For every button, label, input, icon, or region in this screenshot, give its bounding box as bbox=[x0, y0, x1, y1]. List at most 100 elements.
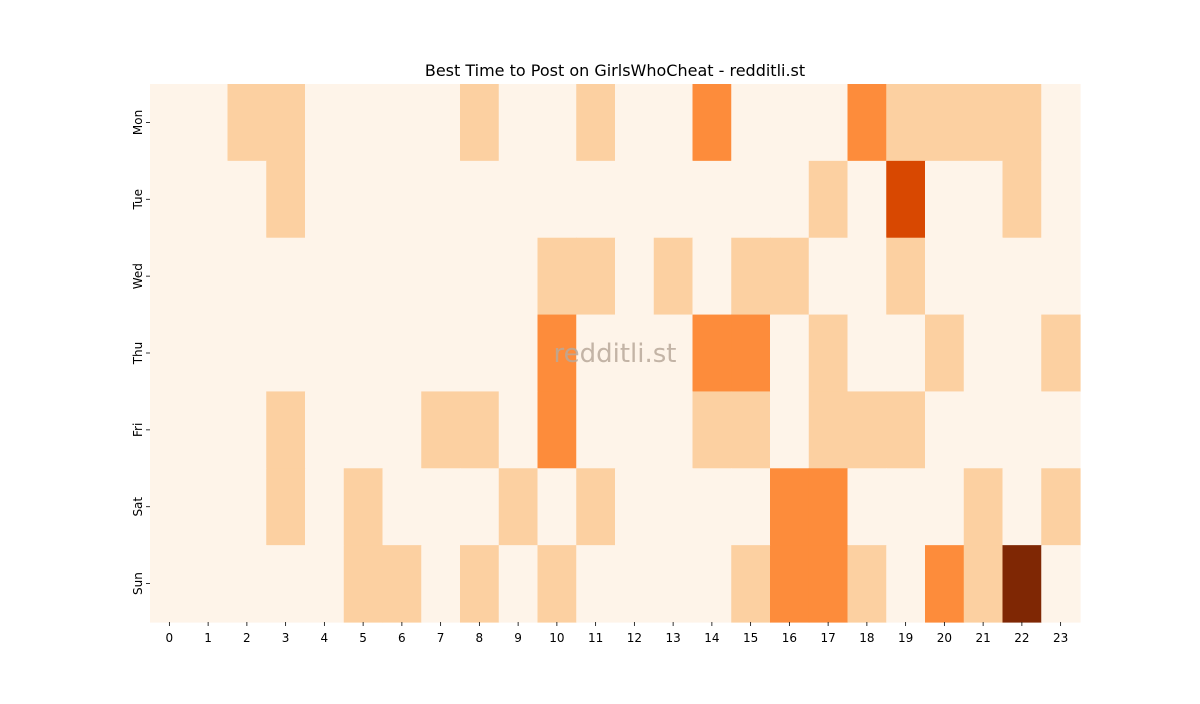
heatmap-cell-tue-7 bbox=[421, 160, 461, 239]
x-tick-label: 3 bbox=[282, 631, 290, 645]
y-tick-label: Sat bbox=[131, 497, 145, 517]
heatmap-cell-sun-1 bbox=[188, 545, 229, 623]
heatmap-cell-sat-17 bbox=[808, 468, 849, 546]
heatmap-cell-sat-1 bbox=[188, 468, 229, 546]
heatmap-cell-wed-23 bbox=[1041, 237, 1081, 316]
x-tick-label: 10 bbox=[549, 631, 564, 645]
heatmap-cell-tue-13 bbox=[653, 160, 694, 239]
heatmap-cell-mon-18 bbox=[847, 84, 887, 162]
heatmap-cell-wed-1 bbox=[188, 237, 229, 316]
y-axis: Mon Tue Wed Thu Fri Sat Sun bbox=[131, 110, 150, 595]
heatmap-cell-tue-3 bbox=[266, 160, 306, 239]
heatmap-cell-thu-17 bbox=[808, 314, 849, 393]
heatmap-cell-thu-9 bbox=[498, 314, 539, 393]
heatmap-cell-sat-15 bbox=[731, 468, 771, 546]
heatmap-cell-fri-20 bbox=[925, 391, 965, 469]
heatmap-cell-sun-20 bbox=[925, 545, 965, 623]
heatmap-cell-mon-0 bbox=[150, 84, 190, 162]
heatmap-cell-sun-15 bbox=[731, 545, 771, 623]
heatmap-cell-mon-6 bbox=[382, 84, 422, 162]
heatmap-cell-mon-12 bbox=[615, 84, 655, 162]
heatmap-cell-tue-12 bbox=[615, 160, 655, 239]
heatmap-cell-tue-14 bbox=[692, 160, 732, 239]
heatmap-cell-tue-9 bbox=[498, 160, 539, 239]
heatmap-cell-fri-10 bbox=[537, 391, 577, 469]
heatmap-cell-thu-18 bbox=[847, 314, 887, 393]
heatmap-cell-tue-23 bbox=[1041, 160, 1081, 239]
heatmap-cell-wed-11 bbox=[576, 237, 616, 316]
heatmap-cell-sun-17 bbox=[808, 545, 849, 623]
y-tick-label: Thu bbox=[131, 342, 145, 366]
heatmap-cell-mon-1 bbox=[188, 84, 229, 162]
heatmap-cell-thu-2 bbox=[227, 314, 267, 393]
heatmap-cell-sun-23 bbox=[1041, 545, 1081, 623]
heatmap-cell-fri-1 bbox=[188, 391, 229, 469]
heatmap-cell-fri-5 bbox=[343, 391, 384, 469]
heatmap-cell-thu-4 bbox=[305, 314, 345, 393]
heatmap-cell-fri-16 bbox=[770, 391, 810, 469]
heatmap-cell-wed-9 bbox=[498, 237, 539, 316]
heatmap-cell-sun-19 bbox=[886, 545, 926, 623]
y-tick-label: Fri bbox=[131, 423, 145, 437]
heatmap-cell-thu-16 bbox=[770, 314, 810, 393]
heatmap-cell-sat-19 bbox=[886, 468, 926, 546]
x-tick-label: 15 bbox=[743, 631, 758, 645]
heatmap-cell-wed-0 bbox=[150, 237, 190, 316]
x-tick-label: 5 bbox=[359, 631, 367, 645]
heatmap-cell-mon-3 bbox=[266, 84, 306, 162]
heatmap-cell-wed-3 bbox=[266, 237, 306, 316]
x-tick-label: 4 bbox=[321, 631, 329, 645]
heatmap-cell-wed-18 bbox=[847, 237, 887, 316]
heatmap-cell-thu-15 bbox=[731, 314, 771, 393]
heatmap-cell-mon-21 bbox=[963, 84, 1004, 162]
heatmap-cell-wed-14 bbox=[692, 237, 732, 316]
heatmap-cell-wed-13 bbox=[653, 237, 694, 316]
heatmap-cell-tue-1 bbox=[188, 160, 229, 239]
heatmap-cell-mon-15 bbox=[731, 84, 771, 162]
heatmap-cell-thu-8 bbox=[460, 314, 500, 393]
heatmap-cell-fri-9 bbox=[498, 391, 539, 469]
heatmap-cell-fri-3 bbox=[266, 391, 306, 469]
x-tick-label: 2 bbox=[243, 631, 251, 645]
heatmap-cell-thu-23 bbox=[1041, 314, 1081, 393]
heatmap-cell-tue-4 bbox=[305, 160, 345, 239]
heatmap-cell-fri-22 bbox=[1002, 391, 1042, 469]
heatmap-cell-sun-12 bbox=[615, 545, 655, 623]
heatmap-cell-fri-12 bbox=[615, 391, 655, 469]
heatmap-cell-fri-11 bbox=[576, 391, 616, 469]
heatmap-cell-sun-22 bbox=[1002, 545, 1042, 623]
heatmap-cell-sat-12 bbox=[615, 468, 655, 546]
heatmap-cell-sun-9 bbox=[498, 545, 539, 623]
heatmap-cell-tue-17 bbox=[808, 160, 849, 239]
heatmap-cell-thu-14 bbox=[692, 314, 732, 393]
x-tick-label: 8 bbox=[476, 631, 484, 645]
x-tick-label: 22 bbox=[1014, 631, 1029, 645]
heatmap-cell-sun-5 bbox=[343, 545, 384, 623]
heatmap-cell-sun-11 bbox=[576, 545, 616, 623]
x-tick-label: 7 bbox=[437, 631, 445, 645]
heatmap-cell-mon-2 bbox=[227, 84, 267, 162]
heatmap-cell-sun-16 bbox=[770, 545, 810, 623]
x-tick-label: 16 bbox=[782, 631, 797, 645]
chart-title: Best Time to Post on GirlsWhoCheat - red… bbox=[425, 61, 805, 80]
heatmap-cell-sat-8 bbox=[460, 468, 500, 546]
x-tick-label: 0 bbox=[166, 631, 174, 645]
heatmap-cell-wed-8 bbox=[460, 237, 500, 316]
heatmap-cell-wed-15 bbox=[731, 237, 771, 316]
heatmap-cell-wed-4 bbox=[305, 237, 345, 316]
heatmap-cell-mon-7 bbox=[421, 84, 461, 162]
heatmap-cell-thu-22 bbox=[1002, 314, 1042, 393]
heatmap-cell-fri-13 bbox=[653, 391, 694, 469]
heatmap-cell-mon-22 bbox=[1002, 84, 1042, 162]
heatmap-cell-sat-7 bbox=[421, 468, 461, 546]
heatmap-cell-sat-5 bbox=[343, 468, 384, 546]
heatmap-cell-sat-14 bbox=[692, 468, 732, 546]
x-tick-label: 1 bbox=[204, 631, 212, 645]
heatmap-cell-sun-2 bbox=[227, 545, 267, 623]
heatmap-cell-fri-21 bbox=[963, 391, 1004, 469]
heatmap-cell-sat-18 bbox=[847, 468, 887, 546]
heatmap-cell-sun-13 bbox=[653, 545, 694, 623]
heatmap-cell-sat-4 bbox=[305, 468, 345, 546]
x-tick-label: 21 bbox=[975, 631, 990, 645]
heatmap-cell-sat-10 bbox=[537, 468, 577, 546]
